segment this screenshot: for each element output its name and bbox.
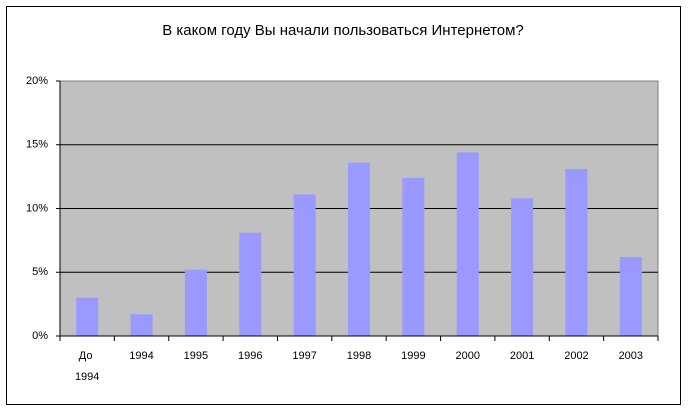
y-tick-label: 5% [32, 266, 48, 278]
x-tick-label: 1994 [129, 350, 153, 362]
bar [511, 198, 534, 336]
x-tick-label: До 1994 [75, 350, 99, 383]
x-tick-label: 2002 [564, 350, 588, 362]
y-tick-label: 15% [26, 139, 48, 151]
bar [239, 232, 262, 336]
bar [130, 314, 153, 336]
x-tick-label: 2003 [619, 350, 643, 362]
bar [456, 152, 479, 336]
x-tick-label: 1997 [292, 350, 316, 362]
x-tick-label: 1998 [347, 350, 371, 362]
chart-title: В каком году Вы начали пользоваться Инте… [162, 22, 524, 39]
x-tick-label: 2001 [510, 350, 534, 362]
bar [565, 168, 588, 336]
y-tick-label: 0% [32, 330, 48, 342]
y-tick-label: 10% [26, 202, 48, 214]
bar [619, 256, 642, 336]
y-tick-label: 20% [26, 75, 48, 87]
bar [293, 194, 316, 336]
bar [76, 297, 99, 336]
x-tick-label: 1996 [238, 350, 262, 362]
bar [184, 269, 207, 336]
bar [348, 162, 370, 336]
x-tick-label: 2000 [455, 350, 479, 362]
bar [402, 177, 425, 336]
x-tick-label: 1999 [401, 350, 425, 362]
x-tick-label: 1995 [184, 350, 208, 362]
